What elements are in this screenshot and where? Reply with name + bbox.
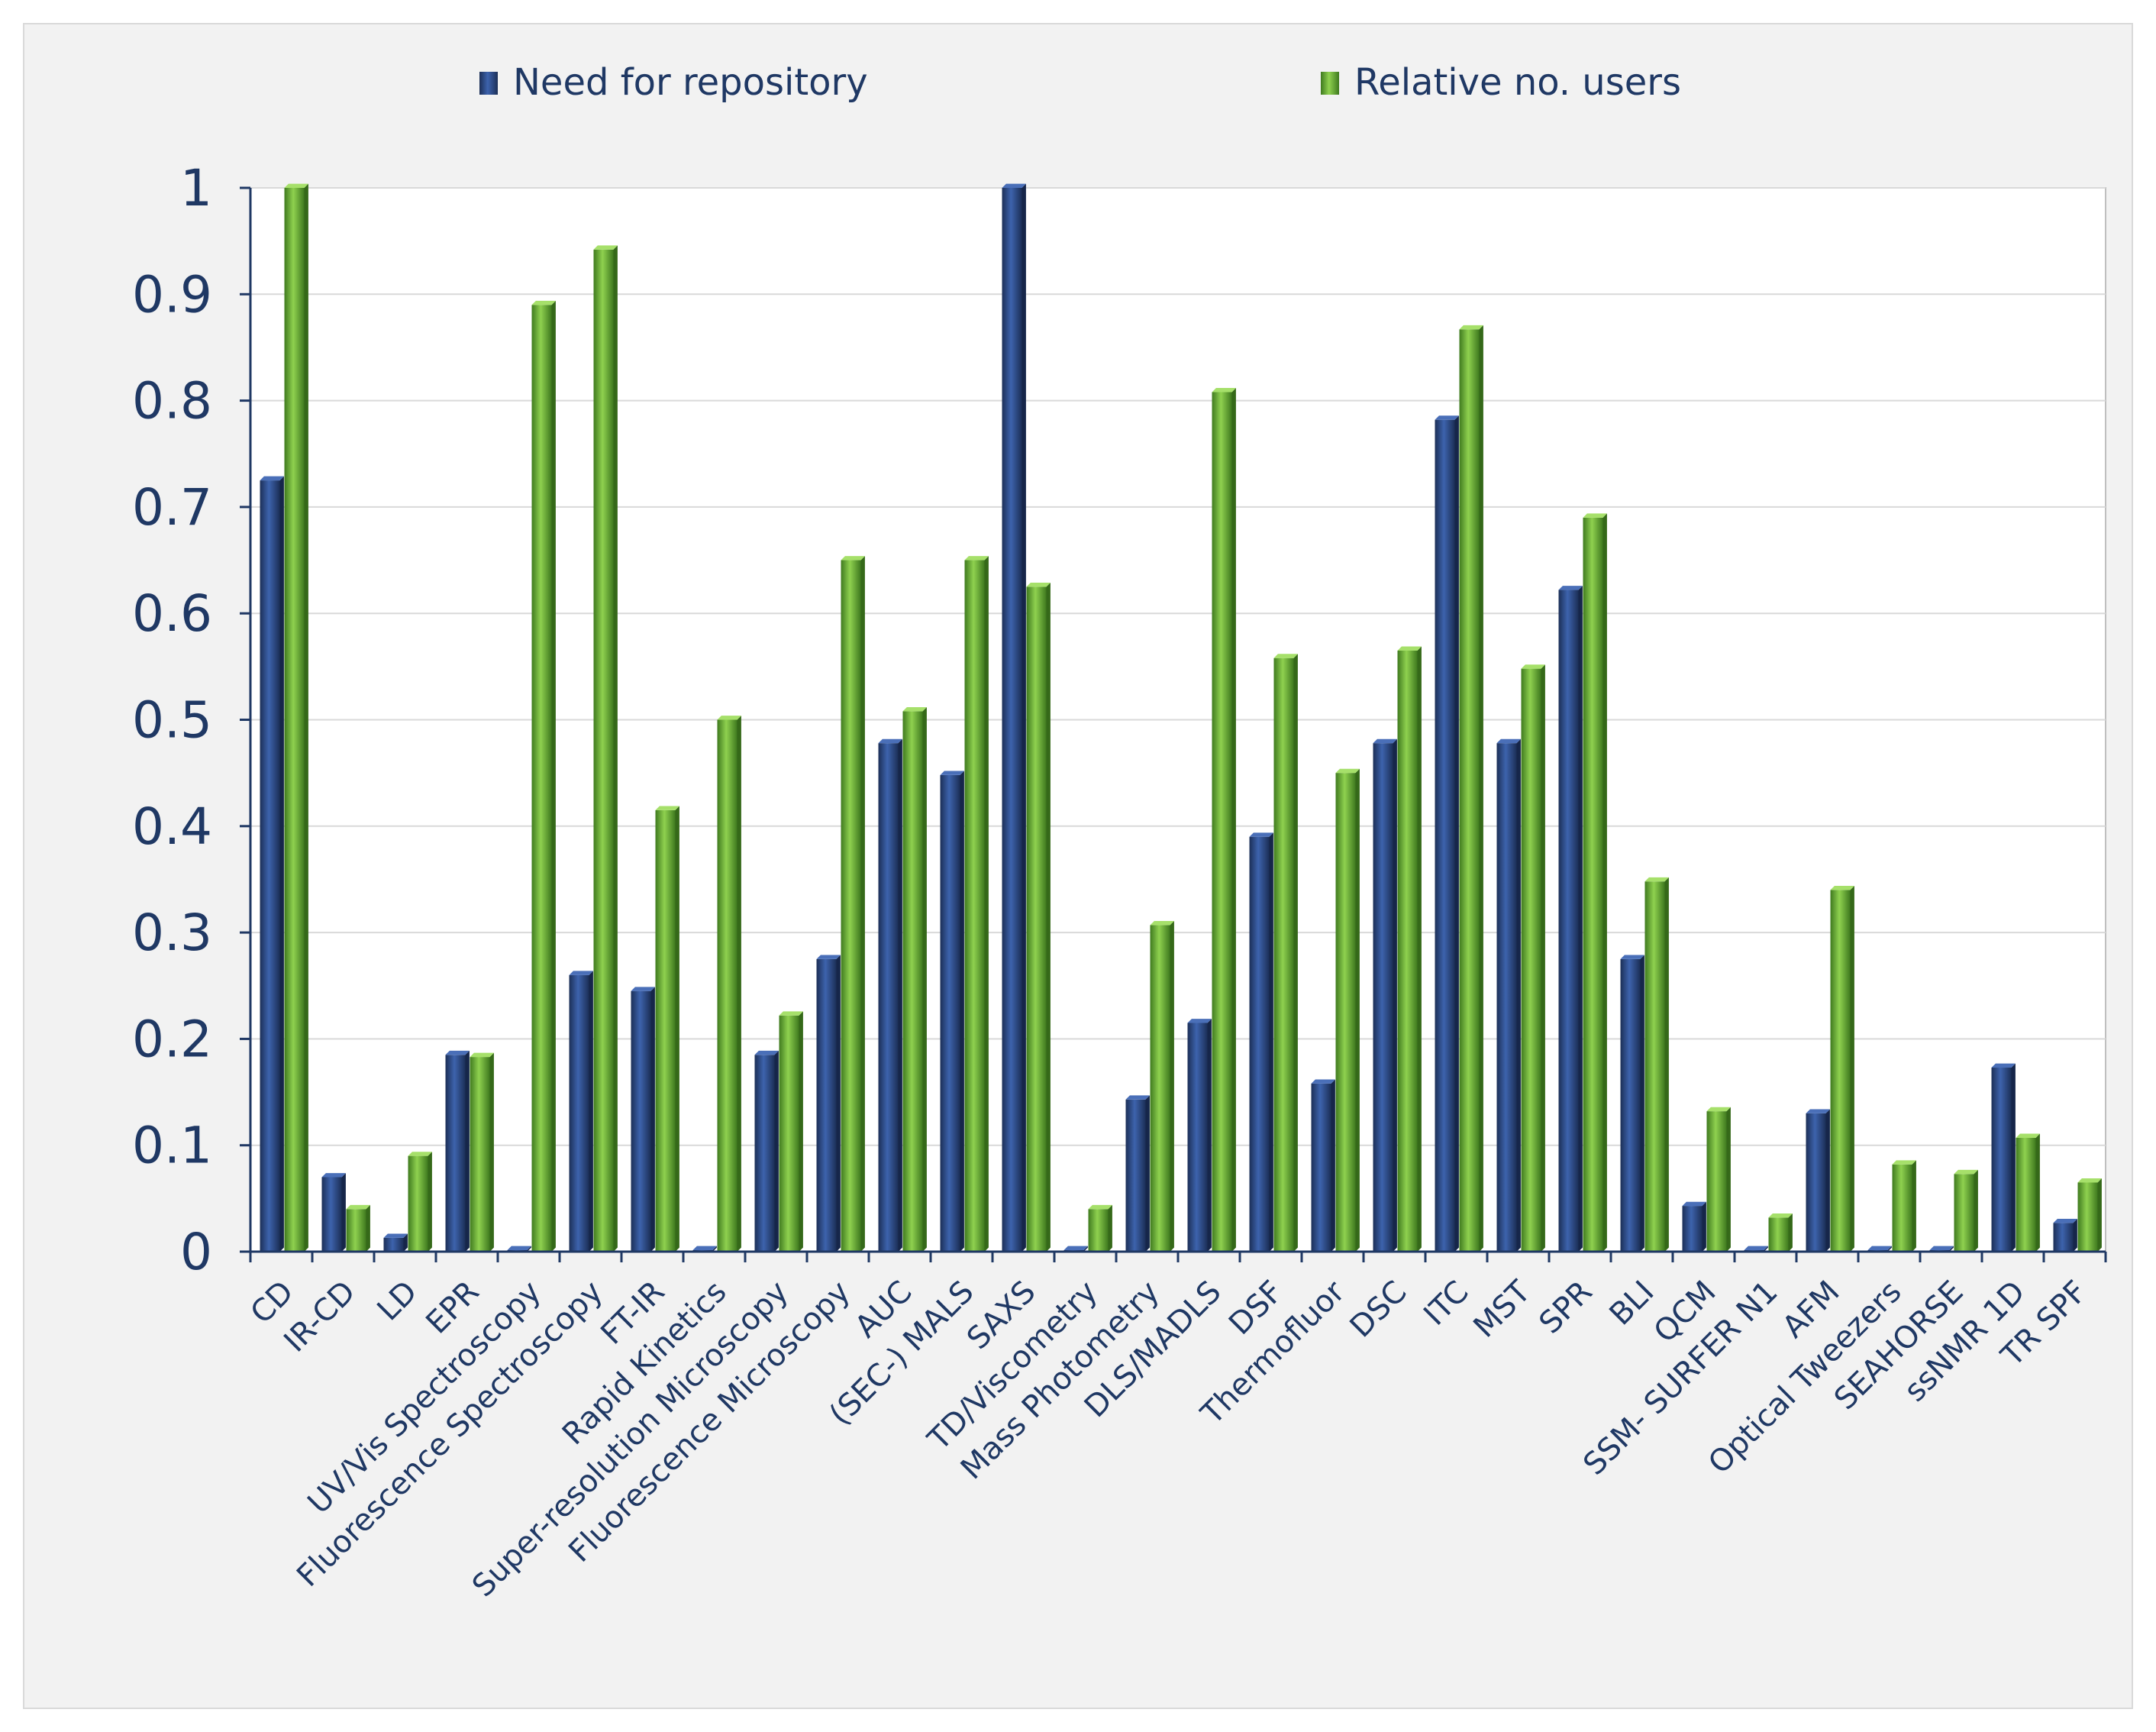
bar (1150, 920, 1174, 1252)
bar (1335, 768, 1360, 1252)
legend: Need for repository Relative no. users (479, 61, 1681, 104)
bar (754, 1050, 779, 1252)
bar (593, 245, 618, 1252)
bar (2016, 1133, 2040, 1252)
x-category-label: ITC (1417, 1275, 1475, 1333)
bar (717, 716, 741, 1252)
legend-item: Need for repository (479, 61, 868, 104)
bar (1830, 885, 1854, 1252)
bar (940, 771, 964, 1252)
bar (383, 1233, 408, 1252)
y-tick-label: 0.9 (132, 265, 212, 324)
bar (1435, 415, 1459, 1252)
bar (1620, 955, 1644, 1252)
bar (1397, 646, 1422, 1252)
bar (1311, 1079, 1335, 1252)
bar (841, 556, 865, 1252)
bar (1521, 664, 1545, 1252)
x-category-label: LD (371, 1275, 424, 1328)
bar (531, 300, 556, 1252)
axes (240, 186, 2107, 1262)
gridlines (250, 187, 2106, 1146)
bar (1768, 1213, 1793, 1252)
y-tick-label: 1 (180, 159, 212, 218)
legend-swatch (479, 72, 498, 95)
bar (569, 971, 593, 1252)
bar (1212, 388, 1236, 1252)
bar (408, 1152, 432, 1252)
bar (346, 1204, 370, 1252)
bar (1273, 654, 1298, 1252)
bar (964, 556, 989, 1252)
bar (1991, 1063, 2016, 1252)
bar (1682, 1201, 1706, 1252)
legend-item: Relative no. users (1321, 61, 1681, 104)
x-category-label: DSC (1344, 1275, 1414, 1345)
x-category-label: MST (1467, 1274, 1538, 1345)
bar (816, 955, 841, 1252)
y-tick-label: 0.3 (132, 903, 212, 962)
bar (284, 183, 308, 1252)
y-tick-label: 0.2 (132, 1010, 212, 1068)
y-tick-label: 0.8 (132, 372, 212, 431)
bar (445, 1050, 470, 1252)
bar (1125, 1095, 1150, 1252)
bar (1373, 738, 1397, 1252)
bar (260, 476, 284, 1252)
bar (779, 1011, 803, 1252)
bars (260, 183, 2102, 1252)
bar (1583, 513, 1607, 1252)
y-tick-label: 0 (180, 1223, 212, 1281)
y-tick-label: 0.1 (132, 1116, 212, 1175)
bar (631, 987, 655, 1252)
bar (655, 806, 679, 1252)
legend-label: Need for repository (513, 61, 868, 104)
bar (902, 706, 927, 1252)
legend-swatch (1321, 72, 1339, 95)
bar (470, 1052, 494, 1252)
bar (1892, 1160, 1916, 1252)
y-tick-label: 0.4 (132, 797, 212, 856)
bar (1954, 1169, 1978, 1252)
y-tick-label: 0.5 (132, 691, 212, 750)
y-tick-label: 0.7 (132, 478, 212, 537)
bar (878, 738, 902, 1252)
legend-label: Relative no. users (1354, 61, 1681, 104)
y-tick-label: 0.6 (132, 584, 212, 643)
bar (1644, 877, 1669, 1252)
bar (1706, 1107, 1731, 1252)
x-category-label: IR-CD (277, 1275, 362, 1359)
bar (1026, 582, 1051, 1252)
bar (2077, 1178, 2102, 1252)
bar (1002, 183, 1026, 1252)
bar (321, 1173, 346, 1252)
bar (1459, 325, 1483, 1252)
bar (1088, 1204, 1112, 1252)
y-tick-labels: 0 0.1 0.2 0.3 0.4 0.5 0.6 0.7 0.8 0.9 1 (132, 159, 212, 1281)
bar (1806, 1109, 1830, 1252)
bar (1558, 586, 1583, 1252)
bar (1249, 832, 1273, 1252)
x-category-label: SPR (1532, 1275, 1599, 1341)
bar (2053, 1218, 2077, 1252)
bar (1496, 738, 1521, 1252)
bar (1187, 1019, 1212, 1252)
